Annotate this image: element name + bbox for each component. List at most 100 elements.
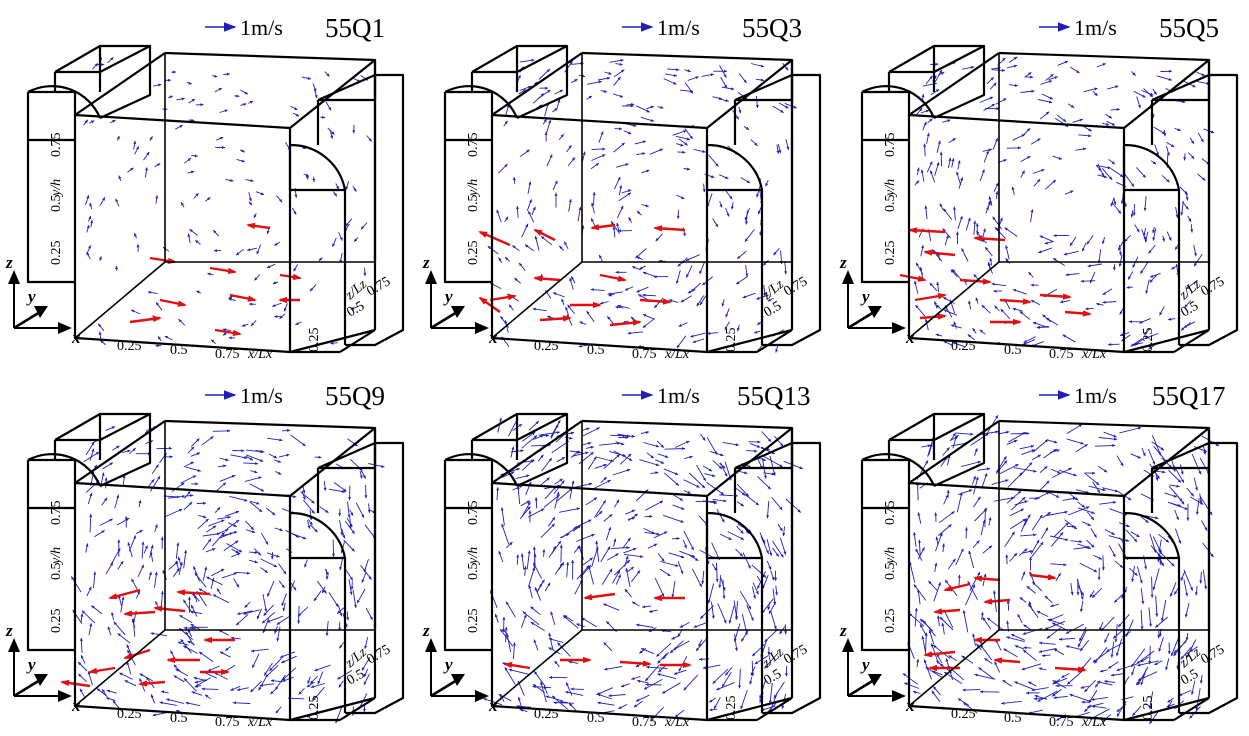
velocity-vector-head [1157, 558, 1161, 562]
velocity-vector-head [101, 472, 105, 476]
velocity-vector-head [1001, 68, 1005, 72]
velocity-vector-head [734, 616, 738, 620]
velocity-vector-head [1139, 580, 1143, 584]
velocity-vector-head [1185, 206, 1189, 210]
velocity-vector-head [1124, 238, 1128, 242]
velocity-vector-head [767, 652, 771, 655]
velocity-vector-head [522, 611, 526, 615]
vector-field [70, 425, 385, 724]
velocity-vector-head [532, 307, 536, 311]
velocity-vector-head [226, 72, 230, 76]
highlight-vector-head [562, 315, 572, 322]
velocity-vector-head [116, 445, 120, 449]
velocity-vector-head [381, 464, 385, 468]
velocity-vector-head [276, 554, 280, 558]
velocity-vector [532, 686, 552, 689]
highlight-vector-head [1013, 318, 1022, 326]
velocity-vector-head [544, 131, 548, 135]
highlight-vector-head [917, 275, 927, 282]
velocity-vector-head [141, 541, 145, 545]
velocity-vector-head [1199, 680, 1203, 684]
velocity-vector-head [237, 688, 241, 691]
velocity-vector-head [995, 138, 998, 142]
velocity-vector [751, 564, 767, 579]
velocity-vector-head [746, 180, 750, 183]
velocity-vector-head [775, 553, 779, 557]
velocity-vector-head [198, 588, 203, 592]
velocity-vector-head [1041, 169, 1045, 172]
velocity-vector-head [617, 304, 621, 308]
velocity-vector-head [561, 298, 565, 303]
velocity-vector-head [150, 544, 154, 549]
velocity-vector-head [919, 108, 923, 112]
velocity-vector [211, 531, 225, 547]
velocity-vector [506, 633, 512, 652]
velocity-vector-head [1119, 333, 1124, 337]
velocity-vector-head [681, 507, 685, 510]
highlight-vector-head [152, 315, 162, 322]
velocity-vector-head [1028, 462, 1032, 466]
velocity-vector-head [187, 596, 191, 600]
y-axis-label: y/h [466, 179, 481, 198]
velocity-vector-head [700, 301, 703, 306]
velocity-vector-head [784, 673, 788, 677]
velocity-vector-head [115, 198, 119, 202]
velocity-vector-head [625, 163, 629, 167]
velocity-vector-head [1191, 140, 1194, 144]
velocity-vector-head [138, 500, 142, 504]
velocity-vector-head [1168, 69, 1172, 73]
velocity-vector-head [235, 540, 239, 544]
z-axis-label: z/Lz [759, 645, 787, 672]
velocity-vector-head [1108, 115, 1112, 119]
velocity-vector-head [689, 455, 693, 459]
velocity-vector-head [915, 305, 919, 309]
velocity-vector-head [274, 315, 278, 319]
velocity-vector [917, 482, 919, 501]
velocity-vector-head [1113, 437, 1117, 441]
velocity-vector-head [510, 471, 515, 475]
inlet-block [26, 44, 152, 284]
y-axis-label: y/h [49, 179, 64, 198]
velocity-vector-head [147, 290, 151, 294]
velocity-vector-head [106, 689, 111, 693]
velocity-vector [739, 590, 752, 610]
velocity-vector-head [183, 626, 187, 630]
velocity-vector-head [785, 105, 789, 109]
velocity-vector-head [270, 691, 274, 695]
velocity-vector-head [322, 589, 325, 593]
z-tick-label: 0.5 [345, 667, 368, 689]
velocity-vector [769, 682, 773, 704]
velocity-vector-head [595, 163, 599, 166]
velocity-vector-head [1128, 320, 1132, 324]
velocity-vector-head [191, 99, 195, 102]
velocity-vector-head [730, 206, 734, 210]
velocity-vector-head [554, 660, 558, 665]
velocity-vector-head [223, 464, 227, 468]
velocity-vector [1001, 700, 1022, 705]
velocity-vector-head [582, 151, 586, 155]
velocity-vector-head [251, 530, 256, 533]
velocity-vector-head [1062, 334, 1066, 338]
velocity-vector-head [504, 120, 508, 125]
velocity-vector-head [117, 539, 121, 543]
velocity-vector-head [690, 288, 694, 292]
velocity-vector-head [955, 231, 959, 235]
velocity-vector-head [214, 74, 218, 78]
highlight-vector-head [923, 651, 933, 658]
velocity-vector-head [155, 344, 159, 348]
velocity-vector-head [921, 636, 925, 640]
velocity-vector-head [1030, 75, 1034, 79]
velocity-vector-head [530, 606, 534, 610]
velocity-vector-head [1069, 693, 1073, 697]
highlight-vector-head [908, 227, 918, 234]
velocity-vector [688, 472, 706, 489]
highlight-vector-head [683, 661, 692, 669]
highlight-vector-head [533, 229, 543, 236]
velocity-vector-head [1184, 304, 1188, 308]
velocity-vector-head [294, 107, 298, 110]
velocity-vector-head [270, 679, 275, 683]
velocity-vector-head [923, 143, 927, 147]
velocity-vector-head [264, 672, 267, 676]
velocity-vector-head [265, 674, 269, 678]
velocity-vector-head [1210, 130, 1215, 134]
